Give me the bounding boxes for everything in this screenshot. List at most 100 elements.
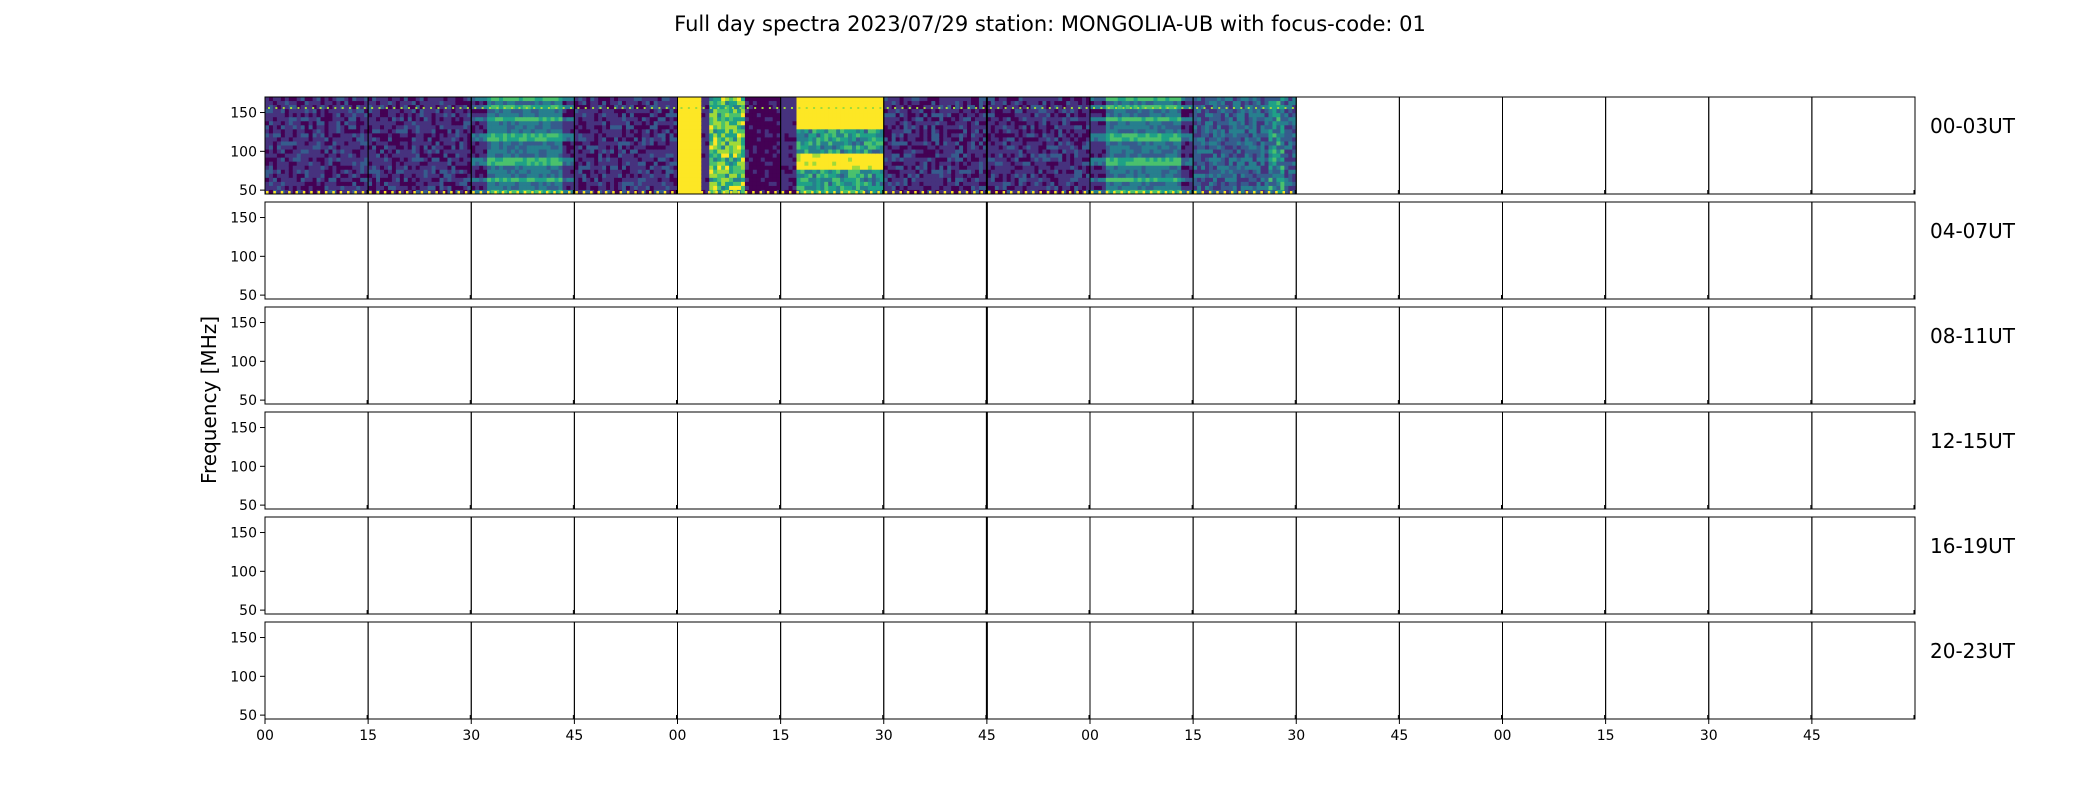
spectrum-cell <box>685 165 690 171</box>
spectrum-cell <box>487 161 492 167</box>
spectrum-cell <box>828 181 833 187</box>
spectrum-cell <box>978 109 984 114</box>
spectrum-cell <box>439 121 445 126</box>
spectrum-cell <box>570 149 575 155</box>
spectrum-cell <box>804 121 809 126</box>
spectrum-cell <box>1014 169 1020 175</box>
spectrum-cell <box>368 117 373 122</box>
spectrum-cell <box>971 129 976 134</box>
spectrum-cell <box>344 185 349 191</box>
spectrum-cell <box>645 185 651 191</box>
spectrum-cell <box>796 145 802 151</box>
spectrum-cell <box>816 157 821 163</box>
spectrum-cell <box>340 125 345 130</box>
rfi-dot <box>958 191 961 194</box>
rfi-dot <box>906 191 910 194</box>
spectrum-cell <box>590 185 595 191</box>
rfi-dot <box>651 107 654 109</box>
spectrum-cell <box>971 153 976 159</box>
spectrum-cell <box>879 105 884 110</box>
spectrum-cell <box>721 97 726 102</box>
rfi-dot <box>533 107 536 109</box>
spectrum-cell <box>740 141 746 147</box>
spectrum-cell <box>558 121 564 126</box>
spectrum-cell <box>582 141 587 147</box>
spectrum-cell <box>1042 173 1047 179</box>
spectrum-cell <box>475 153 480 159</box>
spectrum-cell <box>717 97 722 102</box>
spectrum-cell <box>848 153 853 159</box>
spectrum-cell <box>891 145 897 151</box>
spectrum-cell <box>427 177 433 183</box>
rfi-dot <box>488 107 491 109</box>
spectrum-cell <box>411 97 417 102</box>
spectrum-cell <box>828 149 833 155</box>
spectrum-cell <box>598 101 603 106</box>
spectrum-cell <box>633 125 639 130</box>
spectrum-cell <box>487 141 492 147</box>
spectrum-cell <box>828 97 833 102</box>
spectrum-cell <box>677 113 683 118</box>
spectrum-cell <box>383 165 389 171</box>
spectrum-cell <box>495 189 500 194</box>
spectrum-cell <box>828 101 833 106</box>
spectrum-cell <box>380 145 385 151</box>
spectrum-cell <box>891 149 897 155</box>
spectrum-cell <box>637 169 643 175</box>
spectrum-cell <box>475 97 480 102</box>
spectrum-cell <box>855 141 861 147</box>
spectrum-cell <box>812 181 817 187</box>
spectrum-cell <box>471 105 476 110</box>
spectrum-cell <box>998 153 1004 159</box>
spectrum-cell <box>356 177 361 183</box>
spectrum-cell <box>939 97 944 102</box>
spectrum-cell <box>300 97 306 102</box>
spectrum-cell <box>495 173 500 179</box>
spectrum-cell <box>491 129 496 134</box>
spectrum-cell <box>538 185 544 191</box>
rfi-dot <box>472 191 475 194</box>
spectrum-cell <box>725 153 730 159</box>
spectrum-cell <box>836 113 841 118</box>
spectrum-cell <box>717 133 722 139</box>
spectrum-cell <box>982 141 987 147</box>
spectrum-cell <box>344 153 349 159</box>
spectrum-cell <box>614 149 619 155</box>
spectrum-cell <box>701 169 706 175</box>
spectrum-cell <box>859 109 865 114</box>
spectrum-cell <box>352 149 357 155</box>
spectrum-cell <box>415 129 421 134</box>
spectrum-cell <box>1050 125 1055 130</box>
rfi-dot <box>752 191 755 194</box>
spectrum-cell <box>859 137 865 143</box>
spectrum-cell <box>744 109 750 114</box>
spectrum-cell <box>685 177 690 183</box>
rfi-dot <box>746 107 749 109</box>
spectrum-cell <box>534 137 540 143</box>
spectrum-cell <box>871 113 877 118</box>
spectrum-cell <box>998 149 1004 155</box>
spectrum-cell <box>967 137 972 143</box>
spectrum-cell <box>959 181 964 187</box>
spectrum-cell <box>760 125 766 130</box>
spectrum-cell <box>998 161 1004 167</box>
spectrum-cell <box>784 133 790 139</box>
rfi-dot <box>612 191 615 194</box>
spectrum-cell <box>959 129 964 134</box>
spectrum-cell <box>364 185 369 191</box>
spectrum-cell <box>304 113 310 118</box>
spectrum-cell <box>447 117 453 122</box>
spectrum-cell <box>994 113 1000 118</box>
spectrum-cell <box>340 121 345 126</box>
spectrum-cell <box>526 129 532 134</box>
spectrum-cell <box>495 165 500 171</box>
spectrum-cell <box>836 145 841 151</box>
spectrum-cell <box>982 169 987 175</box>
spectrum-cell <box>499 101 504 106</box>
spectrum-cell <box>594 149 599 155</box>
spectrum-cell <box>867 113 873 118</box>
spectrum-cell <box>685 161 690 167</box>
spectrum-cell <box>717 165 722 171</box>
spectrum-cell <box>871 129 877 134</box>
spectrum-cell <box>963 153 968 159</box>
